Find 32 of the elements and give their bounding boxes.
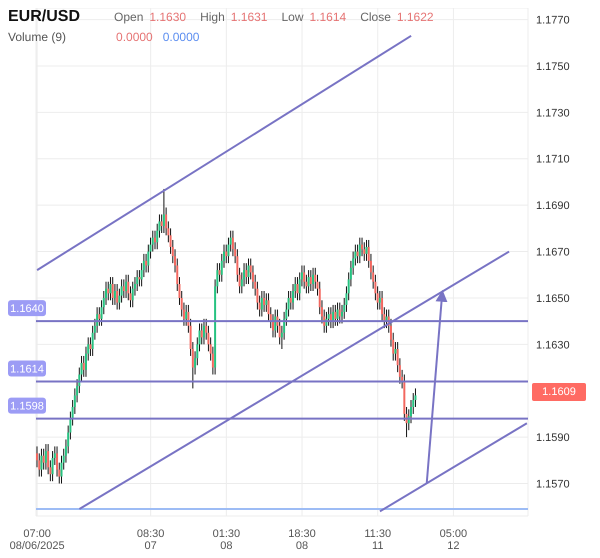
x-tick-label: 05:00 12 — [440, 528, 468, 552]
annotation: 1.1614 — [309, 10, 346, 24]
y-tick-label: 1.1670 — [536, 246, 570, 258]
annotation: 1.1622 — [396, 10, 434, 24]
chart-title: EUR/USD — [8, 8, 80, 26]
x-tick-label: 01:30 08 — [212, 528, 240, 552]
annotation: Open — [114, 10, 144, 24]
annotation: Volume (9) — [8, 30, 66, 44]
y-tick-label: 1.1730 — [536, 107, 570, 120]
y-tick-label: 1.1650 — [536, 292, 570, 305]
ref-line-label: 1.1640 — [10, 303, 44, 316]
x-tick-label: 18:30 08 — [288, 528, 316, 552]
annotation: Close — [360, 10, 391, 24]
y-tick-label: 1.1630 — [536, 339, 570, 352]
annotation: 1.1630 — [149, 10, 186, 24]
ref-line-label: 1.1614 — [10, 363, 44, 376]
annotation: 1.1631 — [230, 10, 268, 24]
annotation: 0.0000 — [162, 30, 200, 44]
text: 1.1609 — [532, 383, 586, 401]
ref-line-label: 1.1598 — [10, 400, 44, 413]
x-tick-label: 07:00 08/06/2025 — [10, 528, 65, 552]
y-tick-label: 1.1710 — [536, 154, 570, 166]
y-tick-label: 1.1750 — [536, 60, 570, 73]
x-tick-label: 11:30 11 — [364, 528, 392, 552]
annotation: High — [200, 10, 225, 24]
y-tick-label: 1.1570 — [536, 478, 570, 490]
annotation: 0.0000 — [116, 30, 153, 44]
x-tick-label: 08:30 07 — [136, 528, 164, 552]
y-tick-label: 1.1690 — [536, 200, 570, 212]
y-tick-label: 1.1590 — [536, 432, 570, 444]
annotation: Low — [281, 10, 304, 24]
y-tick-label: 1.1770 — [536, 14, 570, 27]
